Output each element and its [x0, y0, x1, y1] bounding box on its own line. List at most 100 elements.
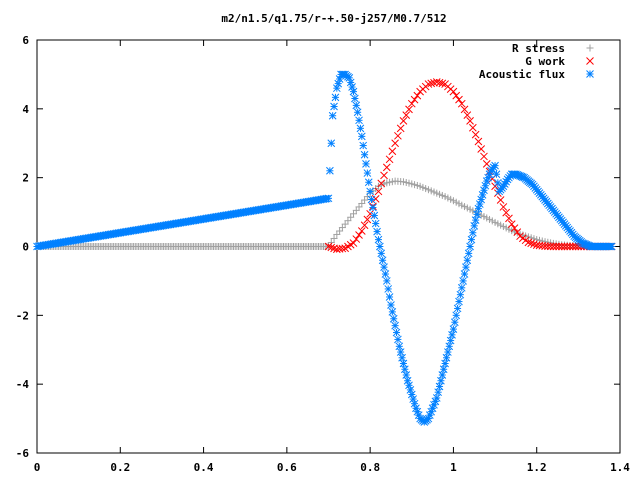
data-point	[571, 242, 580, 251]
data-point	[410, 95, 419, 104]
data-point	[439, 365, 448, 374]
data-point	[359, 141, 368, 150]
data-point	[382, 163, 391, 172]
legend-label: Acoustic flux	[479, 68, 565, 81]
data-point	[477, 195, 486, 204]
data-point	[524, 238, 533, 247]
data-point	[378, 256, 387, 265]
data-point	[388, 308, 397, 316]
data-point	[560, 242, 569, 251]
x-tick-label: 0.2	[110, 461, 130, 474]
data-point	[549, 242, 558, 251]
data-point	[345, 74, 354, 82]
data-point	[460, 105, 469, 114]
data-point	[435, 382, 444, 391]
series-r-stress	[33, 177, 616, 250]
data-point	[395, 342, 404, 351]
data-point	[499, 182, 508, 191]
data-point	[380, 171, 388, 180]
data-point	[399, 117, 408, 125]
data-point	[502, 208, 511, 217]
data-point	[409, 395, 418, 403]
data-point	[464, 249, 473, 258]
data-point	[363, 169, 372, 177]
legend-marker	[586, 57, 594, 65]
legend-label: G work	[525, 55, 565, 68]
x-axis: 0 0.2 0.4 0.6 0.8 1 1.2 1.4	[34, 40, 630, 474]
data-point	[566, 242, 574, 251]
data-point	[452, 91, 461, 100]
data-point	[449, 325, 458, 333]
data-point	[438, 79, 447, 88]
data-point	[445, 342, 454, 351]
data-point	[402, 111, 411, 119]
data-point	[457, 283, 466, 292]
data-point	[407, 99, 416, 108]
chart-title: m2/n1.5/q1.75/r-+.50-j257/M0.7/512	[221, 12, 446, 25]
data-point	[449, 87, 458, 96]
data-point	[374, 187, 383, 196]
data-point	[385, 293, 394, 301]
legend-label: R stress	[512, 42, 565, 55]
y-tick-label: 6	[22, 34, 29, 47]
data-point	[505, 214, 513, 223]
data-point	[438, 371, 447, 379]
data-point	[507, 220, 516, 228]
data-point	[413, 91, 422, 100]
data-point	[377, 249, 386, 258]
data-point	[326, 166, 334, 175]
data-point	[432, 394, 441, 402]
data-point	[459, 277, 467, 285]
data-point	[405, 105, 413, 114]
data-point	[384, 285, 393, 293]
data-point	[324, 242, 333, 251]
data-point	[363, 215, 372, 224]
data-point	[455, 95, 463, 104]
data-point	[387, 301, 395, 309]
data-point	[407, 390, 416, 399]
x-tick-label: 1.4	[610, 461, 630, 474]
data-point	[477, 145, 486, 153]
data-point	[376, 242, 384, 251]
data-point	[355, 231, 363, 239]
data-point	[366, 209, 374, 218]
data-point	[492, 170, 501, 179]
data-point	[442, 353, 451, 362]
data-point	[369, 203, 377, 212]
data-point	[394, 131, 402, 140]
data-point	[469, 228, 477, 237]
data-point	[370, 211, 379, 220]
data-point	[389, 314, 398, 323]
y-tick-label: -4	[16, 378, 30, 391]
data-point	[471, 130, 480, 139]
data-point	[480, 152, 488, 161]
data-point	[430, 78, 438, 87]
data-point	[360, 221, 369, 230]
data-point	[446, 336, 455, 345]
data-point	[473, 210, 481, 219]
data-point	[327, 243, 336, 252]
data-point	[460, 270, 469, 278]
legend-marker	[586, 44, 594, 52]
data-point	[434, 388, 443, 397]
data-point	[385, 155, 394, 164]
x-tick-label: 1.2	[527, 461, 547, 474]
x-tick-label: 1	[450, 461, 457, 474]
data-point	[441, 359, 449, 368]
data-point	[356, 124, 365, 133]
series-acoustic-flux	[33, 70, 616, 426]
data-point	[362, 160, 370, 168]
data-point	[557, 242, 566, 251]
data-point	[398, 353, 406, 362]
data-point	[527, 239, 536, 248]
data-point	[357, 132, 366, 141]
data-point	[478, 191, 487, 199]
data-point	[349, 239, 358, 247]
data-point	[403, 376, 412, 385]
data-point	[330, 102, 338, 111]
data-point	[388, 147, 397, 156]
data-point	[452, 311, 461, 320]
data-point	[466, 242, 474, 251]
